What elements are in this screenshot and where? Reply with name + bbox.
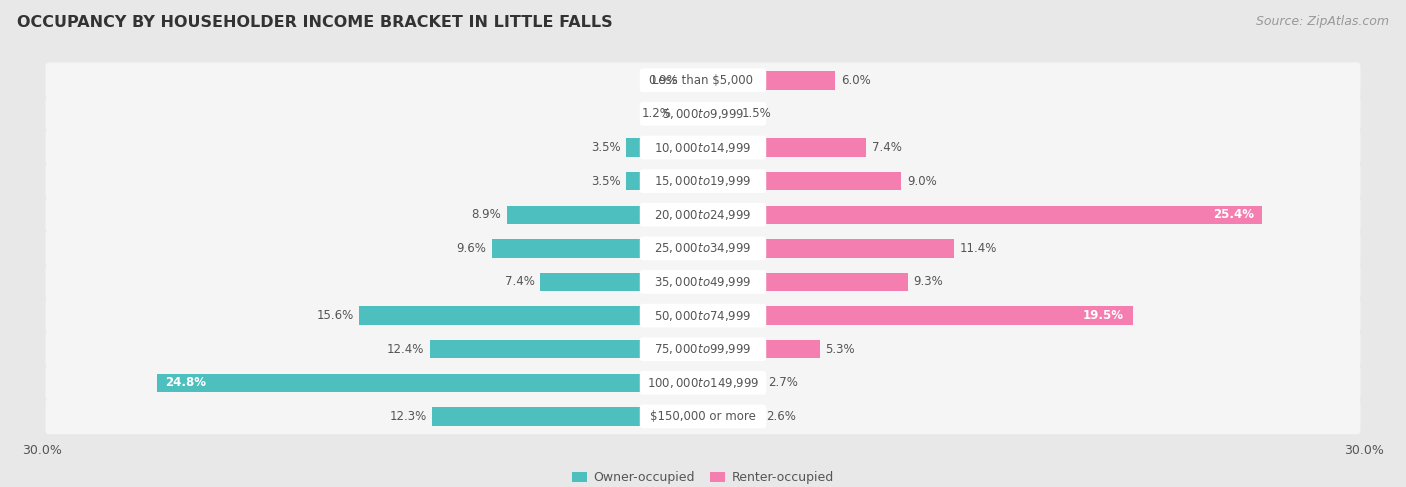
Text: 19.5%: 19.5% [1083,309,1123,322]
Bar [703,407,761,426]
Text: $35,000 to $49,999: $35,000 to $49,999 [654,275,752,289]
Text: $20,000 to $24,999: $20,000 to $24,999 [654,208,752,222]
Bar [703,306,1133,325]
Text: 9.6%: 9.6% [456,242,486,255]
Text: 11.4%: 11.4% [960,242,997,255]
Text: 8.9%: 8.9% [471,208,502,221]
Text: 5.3%: 5.3% [825,343,855,356]
Text: 1.2%: 1.2% [641,108,671,120]
FancyBboxPatch shape [640,405,766,429]
FancyBboxPatch shape [45,230,1361,266]
Bar [508,206,703,224]
Bar [360,306,703,325]
Bar [626,138,703,157]
Bar [492,239,703,258]
Text: 9.3%: 9.3% [914,276,943,288]
Text: $15,000 to $19,999: $15,000 to $19,999 [654,174,752,188]
Bar [703,374,762,392]
Text: Less than $5,000: Less than $5,000 [652,74,754,87]
Text: 24.8%: 24.8% [166,376,207,389]
Bar [676,105,703,123]
Text: $5,000 to $9,999: $5,000 to $9,999 [662,107,744,121]
Bar [703,340,820,358]
Text: 25.4%: 25.4% [1213,208,1254,221]
Bar [703,172,901,190]
Text: 2.6%: 2.6% [766,410,796,423]
Bar [703,206,1263,224]
Text: 0.9%: 0.9% [648,74,678,87]
FancyBboxPatch shape [45,163,1361,199]
FancyBboxPatch shape [640,68,766,92]
FancyBboxPatch shape [45,197,1361,233]
FancyBboxPatch shape [45,130,1361,166]
Text: 9.0%: 9.0% [907,175,936,187]
Text: $75,000 to $99,999: $75,000 to $99,999 [654,342,752,356]
FancyBboxPatch shape [640,270,766,294]
Bar [703,239,955,258]
Text: 7.4%: 7.4% [505,276,534,288]
FancyBboxPatch shape [640,304,766,327]
Text: 2.7%: 2.7% [768,376,797,389]
Text: 12.3%: 12.3% [389,410,426,423]
Bar [156,374,703,392]
FancyBboxPatch shape [45,96,1361,131]
Bar [703,138,866,157]
Text: $100,000 to $149,999: $100,000 to $149,999 [647,376,759,390]
FancyBboxPatch shape [640,203,766,226]
Text: 1.5%: 1.5% [741,108,772,120]
Bar [683,71,703,90]
FancyBboxPatch shape [640,337,766,361]
FancyBboxPatch shape [45,399,1361,434]
Text: OCCUPANCY BY HOUSEHOLDER INCOME BRACKET IN LITTLE FALLS: OCCUPANCY BY HOUSEHOLDER INCOME BRACKET … [17,15,613,30]
Bar [432,407,703,426]
Text: 12.4%: 12.4% [387,343,425,356]
FancyBboxPatch shape [45,62,1361,98]
FancyBboxPatch shape [640,371,766,395]
Bar [703,71,835,90]
Legend: Owner-occupied, Renter-occupied: Owner-occupied, Renter-occupied [568,466,838,487]
Text: Source: ZipAtlas.com: Source: ZipAtlas.com [1256,15,1389,28]
FancyBboxPatch shape [640,169,766,193]
Bar [703,105,737,123]
Text: 3.5%: 3.5% [591,175,620,187]
Bar [430,340,703,358]
FancyBboxPatch shape [640,136,766,159]
FancyBboxPatch shape [45,264,1361,300]
Text: 6.0%: 6.0% [841,74,870,87]
FancyBboxPatch shape [640,237,766,260]
Text: $150,000 or more: $150,000 or more [650,410,756,423]
Text: 15.6%: 15.6% [316,309,354,322]
FancyBboxPatch shape [45,331,1361,367]
Text: 3.5%: 3.5% [591,141,620,154]
FancyBboxPatch shape [640,102,766,126]
Text: 7.4%: 7.4% [872,141,901,154]
Bar [540,273,703,291]
FancyBboxPatch shape [45,365,1361,401]
Text: $25,000 to $34,999: $25,000 to $34,999 [654,242,752,255]
Text: $50,000 to $74,999: $50,000 to $74,999 [654,309,752,322]
Bar [703,273,908,291]
Text: $10,000 to $14,999: $10,000 to $14,999 [654,141,752,154]
Bar [626,172,703,190]
FancyBboxPatch shape [45,298,1361,334]
